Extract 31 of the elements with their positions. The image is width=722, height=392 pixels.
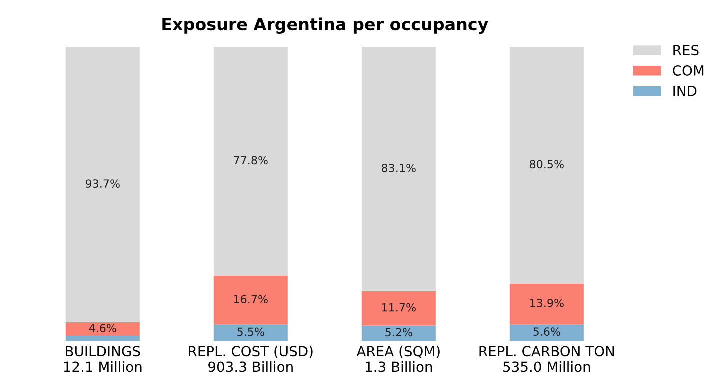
data-label: 80.5% (530, 160, 564, 169)
bar (214, 276, 288, 325)
data-label: 83.1% (382, 164, 416, 172)
data-label: 13.9% (530, 298, 564, 308)
data-label: 5.6% (534, 328, 560, 336)
bar (214, 324, 288, 342)
bar (510, 324, 584, 342)
data-label: 93.7% (86, 180, 120, 188)
bar (66, 322, 140, 336)
data-label: 4.6% (89, 324, 116, 333)
x-tick-label: AREA (SQM) 1.3 Billion (356, 346, 440, 372)
chart-title: Exposure Argentina per occupancy (162, 18, 488, 34)
bar (362, 47, 436, 292)
bar (510, 47, 584, 284)
data-label: 5.2% (386, 328, 412, 337)
x-tick-label: REPL. CARBON TON 535.0 Million (480, 346, 614, 372)
bar (362, 326, 436, 342)
bar (66, 47, 140, 323)
data-label: 5.5% (238, 328, 264, 336)
data-label: 16.7% (234, 295, 268, 304)
bar (66, 336, 140, 342)
x-tick-label: BUILDINGS 12.1 Million (64, 346, 142, 372)
legend-label: IND (674, 86, 697, 96)
bar (362, 291, 436, 326)
bar (214, 47, 288, 276)
x-tick-label: REPL. COST (USD) 903.3 Billion (189, 346, 313, 372)
data-label: 11.7% (382, 303, 416, 312)
legend-label: COM (673, 65, 704, 76)
bar (510, 284, 584, 325)
legend-label: RES (674, 45, 699, 56)
data-label: 77.8% (234, 156, 268, 165)
